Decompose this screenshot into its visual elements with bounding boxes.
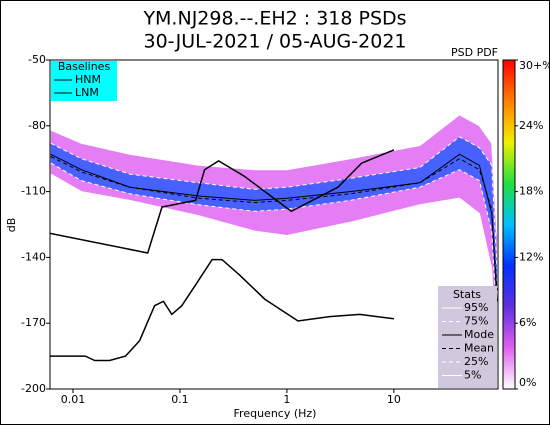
stat-line — [50, 162, 498, 324]
corner-label: PSD PDF — [451, 46, 498, 59]
colorbar-tick-label: 0% — [519, 376, 536, 389]
legend-label: 25% — [464, 355, 488, 368]
y-tick-label: -170 — [21, 316, 46, 329]
colorbar-tick-label: 18% — [519, 185, 543, 198]
colorbar-tick-label: 30+% — [519, 59, 550, 72]
stat-line — [50, 173, 498, 368]
y-tick-label: -50 — [28, 53, 46, 66]
y-tick-label: -80 — [28, 119, 46, 132]
chart-subtitle: 30-JUL-2021 / 05-AUG-2021 — [144, 31, 407, 53]
baseline-line — [50, 258, 394, 362]
stat-line — [50, 114, 498, 236]
y-tick-label: -140 — [21, 250, 46, 263]
plot-area — [50, 114, 498, 368]
stat-line — [50, 136, 498, 269]
legend-label: 95% — [464, 301, 488, 314]
y-tick-label: -200 — [21, 382, 46, 395]
colorbar-tick-label: 24% — [519, 119, 543, 132]
legend-label: 5% — [464, 369, 481, 382]
stat-line — [50, 153, 498, 302]
x-axis-label: Frequency (Hz) — [234, 407, 317, 420]
colorbar — [502, 59, 516, 390]
pdf-band — [50, 136, 498, 324]
colorbar-tick-label: 12% — [519, 250, 543, 263]
colorbar-tick-label: 6% — [519, 316, 536, 329]
legend-label: 75% — [464, 315, 488, 328]
legend-label: LNM — [75, 86, 99, 99]
legend-label: Mean — [464, 342, 494, 355]
x-tick-label: 0.01 — [61, 393, 86, 406]
x-tick-label: 10 — [387, 393, 401, 406]
x-tick-label: 1 — [283, 393, 290, 406]
chart-title: YM.NJ298.--.EH2 : 318 PSDs — [142, 8, 406, 30]
baselines-legend — [51, 61, 117, 101]
legend-title: Stats — [453, 288, 481, 301]
x-tick-label: 0.1 — [171, 393, 189, 406]
y-axis-label: dB — [5, 218, 18, 233]
y-tick-label: -110 — [21, 185, 46, 198]
plot-border — [49, 59, 499, 390]
legend-label: HNM — [75, 73, 101, 86]
stats-legend — [438, 286, 497, 388]
baseline-line — [50, 149, 395, 254]
legend-label: Mode — [464, 328, 494, 341]
legend-title: Baselines — [58, 60, 111, 73]
